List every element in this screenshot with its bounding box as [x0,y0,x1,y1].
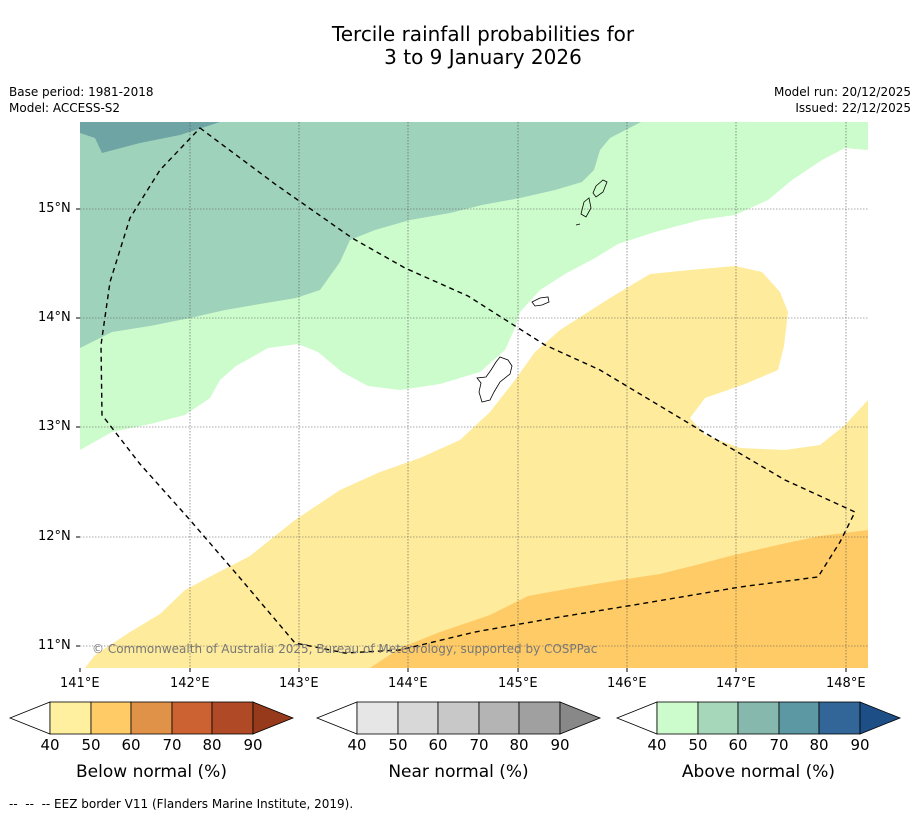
below-swatch-70 [171,701,213,735]
above-normal-label: Above normal (%) [681,762,836,782]
below-tick-60: 60 [121,736,141,754]
above-swatch-80 [818,701,861,735]
above-swatch-40 [656,701,699,735]
below-tick-50: 50 [81,736,101,754]
above-tick-60: 60 [728,736,748,754]
above-swatch-under [615,701,658,735]
near-swatch-over [559,701,602,735]
below-tick-90: 90 [243,736,263,754]
lat-label-14n: 14°N [38,310,71,325]
near-swatch-50 [397,701,439,735]
lon-label-148e: 148°E [826,676,866,691]
latitude-gridlines [80,208,868,647]
base-period-text: Base period: 1981-2018 [9,85,154,99]
near-normal-label: Near normal (%) [388,762,529,782]
lon-label-145e: 145°E [498,676,538,691]
above-swatch-over [859,701,902,735]
above-tick-90: 90 [850,736,870,754]
near-swatch-under [315,701,358,735]
below-swatch-50 [90,701,132,735]
island-outlines [476,179,608,403]
lat-label-15n: 15°N [38,201,71,216]
above-normal-50-60-region [80,122,641,348]
below-swatch-80 [211,701,254,735]
colorbar-below-normal [8,701,295,735]
longitude-gridlines [189,122,847,668]
lon-label-143e: 143°E [279,676,319,691]
longitude-ticks [79,668,847,672]
lon-label-142e: 142°E [170,676,210,691]
colorbar-near-normal [315,701,602,735]
near-swatch-40 [356,701,399,735]
above-tick-80: 80 [809,736,829,754]
lon-label-141e: 141°E [60,676,100,691]
below-normal-40-50-region [85,266,868,668]
lon-label-144e: 144°E [388,676,428,691]
tinian-island [580,197,592,218]
below-normal-50-60-region [370,530,868,668]
lat-label-11n: 11°N [38,638,71,653]
above-normal-60-70-region [80,122,220,153]
colorbar-above-normal [615,701,902,735]
issued-text: Issued: 22/12/2025 [795,101,911,115]
guam-island [476,356,513,403]
lon-label-146e: 146°E [607,676,647,691]
copyright-text: © Commonwealth of Australia 2025, Bureau… [92,642,597,656]
above-swatch-50 [697,701,739,735]
above-tick-70: 70 [769,736,789,754]
aguijan-island [575,223,581,226]
near-tick-50: 50 [388,736,408,754]
below-swatch-40 [49,701,92,735]
above-swatch-70 [778,701,820,735]
near-tick-60: 60 [428,736,448,754]
below-swatch-over [252,701,295,735]
below-tick-80: 80 [202,736,222,754]
below-normal-label: Below normal (%) [76,762,227,782]
eez-border-note: -- -- -- EEZ border V11 (Flanders Marine… [9,797,354,811]
below-tick-70: 70 [162,736,182,754]
above-swatch-60 [737,701,780,735]
near-tick-70: 70 [469,736,489,754]
below-tick-40: 40 [40,736,60,754]
near-swatch-60 [437,701,480,735]
near-tick-40: 40 [347,736,367,754]
eez-border [100,127,856,654]
lat-label-12n: 12°N [38,529,71,544]
below-swatch-60 [130,701,173,735]
lat-label-13n: 13°N [38,419,71,434]
lon-label-147e: 147°E [716,676,756,691]
above-tick-40: 40 [647,736,667,754]
model-text: Model: ACCESS-S2 [9,101,121,115]
above-tick-50: 50 [688,736,708,754]
below-swatch-under [8,701,51,735]
rota-island [531,296,550,307]
chart-title-line2: 3 to 9 January 2026 [384,45,582,69]
model-run-text: Model run: 20/12/2025 [773,85,911,99]
near-tick-80: 80 [509,736,529,754]
saipan-island [592,179,608,198]
latitude-ticks [76,208,80,647]
near-tick-90: 90 [550,736,570,754]
near-swatch-70 [478,701,520,735]
near-swatch-80 [518,701,561,735]
chart-title-line1: Tercile rainfall probabilities for [331,22,635,46]
